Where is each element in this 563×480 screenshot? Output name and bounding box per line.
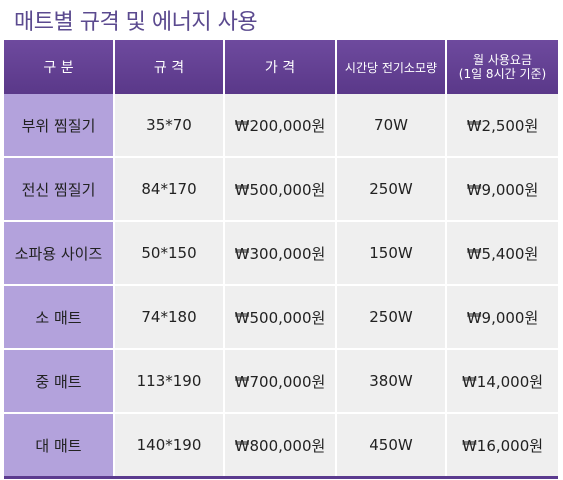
row-price: ₩500,000원 (224, 157, 337, 222)
table-row: 대 매트 140*190 ₩800,000원 450W ₩16,000원 (4, 413, 558, 478)
row-price: ₩700,000원 (224, 349, 337, 414)
row-size: 84*170 (114, 157, 225, 222)
row-monthly: ₩9,000원 (446, 285, 558, 350)
row-size: 74*180 (114, 285, 225, 350)
table-row: 중 매트 113*190 ₩700,000원 380W ₩14,000원 (4, 349, 558, 414)
row-power: 250W (336, 157, 447, 222)
table-row: 부위 찜질기 35*70 ₩200,000원 70W ₩2,500원 (4, 94, 558, 158)
row-size: 140*190 (114, 413, 225, 478)
header-monthly-line1: 월 사용요금 (472, 53, 532, 67)
row-name: 대 매트 (4, 413, 115, 478)
row-power: 250W (336, 285, 447, 350)
row-name: 중 매트 (4, 349, 115, 414)
row-monthly: ₩2,500원 (446, 94, 558, 158)
row-size: 50*150 (114, 221, 225, 286)
row-price: ₩200,000원 (224, 94, 337, 158)
header-category: 구 분 (4, 40, 115, 94)
row-name: 소 매트 (4, 285, 115, 350)
row-name: 전신 찜질기 (4, 157, 115, 222)
row-size: 35*70 (114, 94, 225, 158)
row-price: ₩300,000원 (224, 221, 337, 286)
row-monthly: ₩16,000원 (446, 413, 558, 478)
row-size: 113*190 (114, 349, 225, 414)
row-price: ₩800,000원 (224, 413, 337, 478)
row-name: 소파용 사이즈 (4, 221, 115, 286)
header-power-label: 시간당 전기소모량 (344, 60, 438, 75)
page-title: 매트별 규격 및 에너지 사용 (14, 10, 258, 35)
table-row: 소 매트 74*180 ₩500,000원 250W ₩9,000원 (4, 285, 558, 350)
header-power: 시간당 전기소모량 (336, 40, 447, 94)
table-row: 소파용 사이즈 50*150 ₩300,000원 150W ₩5,400원 (4, 221, 558, 286)
header-price: 가 격 (224, 40, 337, 94)
header-monthly: 월 사용요금 (1일 8시간 기준) (446, 40, 558, 94)
row-power: 380W (336, 349, 447, 414)
row-name: 부위 찜질기 (4, 94, 115, 158)
header-monthly-line2: (1일 8시간 기준) (458, 67, 547, 81)
row-monthly: ₩14,000원 (446, 349, 558, 414)
header-size: 규 격 (114, 40, 225, 94)
table-header-row: 구 분 규 격 가 격 시간당 전기소모량 월 사용요금 (1일 8시간 기준) (4, 40, 558, 94)
row-power: 450W (336, 413, 447, 478)
mat-spec-table: 구 분 규 격 가 격 시간당 전기소모량 월 사용요금 (1일 8시간 기준)… (4, 40, 558, 479)
table-row: 전신 찜질기 84*170 ₩500,000원 250W ₩9,000원 (4, 157, 558, 222)
row-power: 70W (336, 94, 447, 158)
row-power: 150W (336, 221, 447, 286)
row-price: ₩500,000원 (224, 285, 337, 350)
row-monthly: ₩9,000원 (446, 157, 558, 222)
row-monthly: ₩5,400원 (446, 221, 558, 286)
